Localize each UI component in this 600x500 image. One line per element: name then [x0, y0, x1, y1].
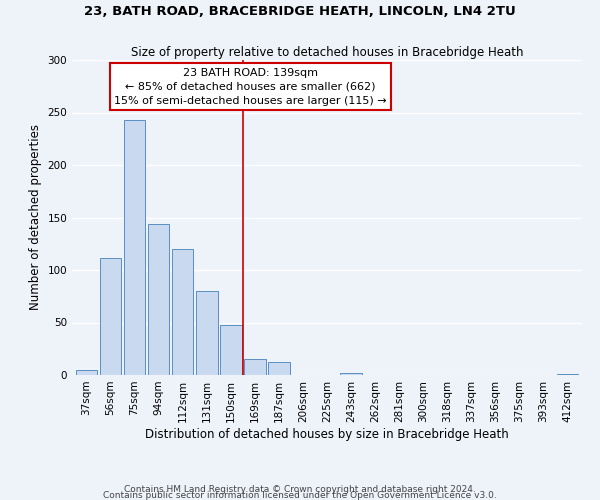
Bar — [268, 362, 290, 375]
Bar — [124, 120, 145, 375]
X-axis label: Distribution of detached houses by size in Bracebridge Heath: Distribution of detached houses by size … — [145, 428, 509, 440]
Text: 23, BATH ROAD, BRACEBRIDGE HEATH, LINCOLN, LN4 2TU: 23, BATH ROAD, BRACEBRIDGE HEATH, LINCOL… — [84, 5, 516, 18]
Bar — [100, 258, 121, 375]
Y-axis label: Number of detached properties: Number of detached properties — [29, 124, 42, 310]
Bar — [244, 359, 266, 375]
Bar — [172, 249, 193, 375]
Bar — [340, 373, 362, 375]
Bar — [557, 374, 578, 375]
Bar — [196, 291, 218, 375]
Title: Size of property relative to detached houses in Bracebridge Heath: Size of property relative to detached ho… — [131, 46, 523, 59]
Text: Contains HM Land Registry data © Crown copyright and database right 2024.: Contains HM Land Registry data © Crown c… — [124, 484, 476, 494]
Text: 23 BATH ROAD: 139sqm
← 85% of detached houses are smaller (662)
15% of semi-deta: 23 BATH ROAD: 139sqm ← 85% of detached h… — [114, 68, 387, 106]
Bar — [148, 224, 169, 375]
Bar — [220, 324, 242, 375]
Bar — [76, 370, 97, 375]
Text: Contains public sector information licensed under the Open Government Licence v3: Contains public sector information licen… — [103, 490, 497, 500]
